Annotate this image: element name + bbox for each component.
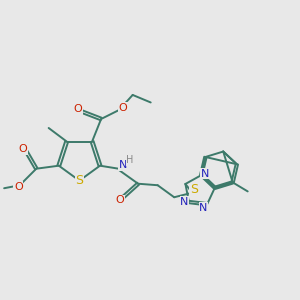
Text: O: O [74, 104, 82, 114]
Text: N: N [200, 203, 208, 213]
Text: N: N [201, 169, 209, 178]
Text: S: S [75, 174, 83, 187]
Text: S: S [190, 183, 198, 196]
Text: O: O [18, 144, 27, 154]
Text: O: O [118, 103, 127, 112]
Text: H: H [126, 155, 134, 165]
Text: O: O [14, 182, 22, 192]
Text: N: N [180, 197, 189, 207]
Text: O: O [116, 195, 124, 205]
Text: N: N [119, 160, 127, 170]
